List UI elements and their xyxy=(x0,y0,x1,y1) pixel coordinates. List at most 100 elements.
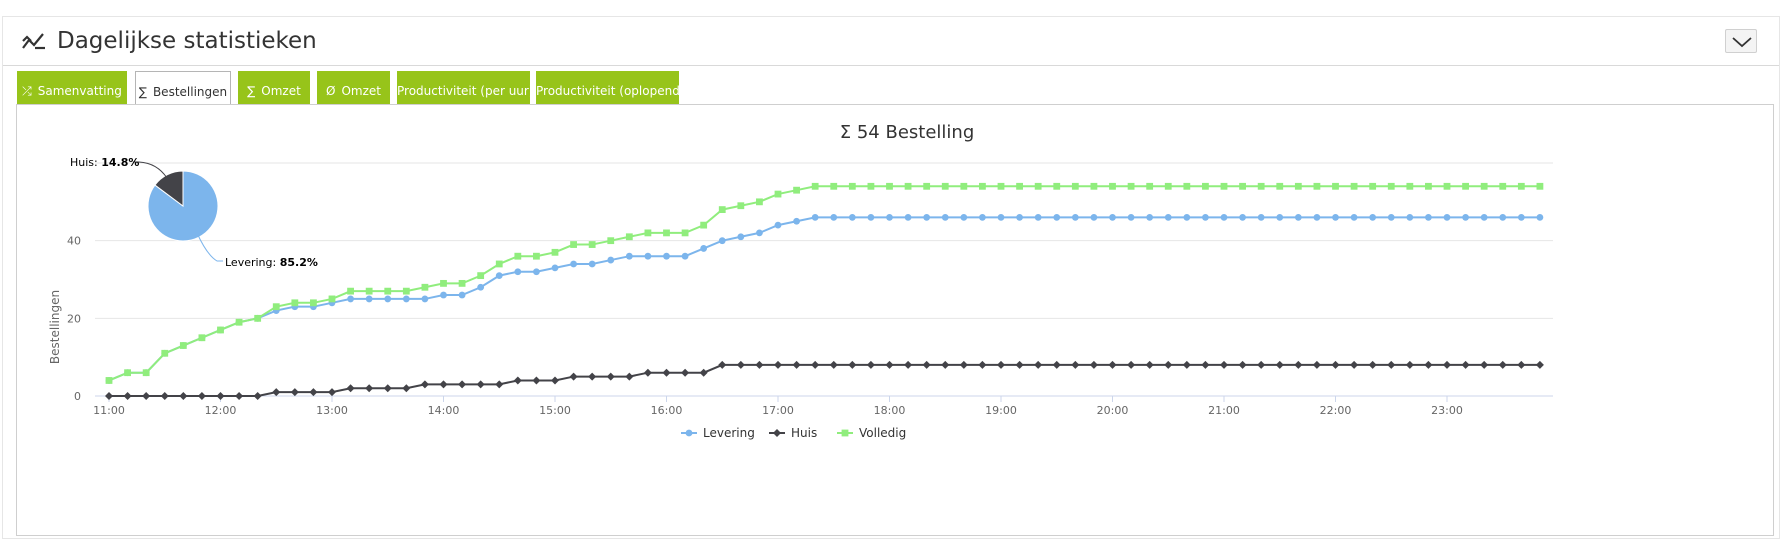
data-point[interactable] xyxy=(923,213,931,221)
data-point[interactable] xyxy=(848,182,856,190)
data-point[interactable] xyxy=(1220,182,1228,190)
data-point[interactable] xyxy=(793,186,800,194)
data-point[interactable] xyxy=(1332,213,1339,221)
data-point[interactable] xyxy=(997,182,1005,190)
data-point[interactable] xyxy=(1276,213,1284,221)
data-point[interactable] xyxy=(1350,182,1358,190)
data-point[interactable] xyxy=(1220,360,1228,369)
data-point[interactable] xyxy=(495,260,503,268)
data-point[interactable] xyxy=(365,287,373,295)
data-point[interactable] xyxy=(1220,213,1228,221)
data-point[interactable] xyxy=(514,268,522,276)
data-point[interactable] xyxy=(625,252,633,260)
data-point[interactable] xyxy=(960,213,968,221)
data-point[interactable] xyxy=(1053,213,1061,221)
data-point[interactable] xyxy=(476,380,485,389)
data-point[interactable] xyxy=(384,287,392,295)
data-point[interactable] xyxy=(1202,182,1209,190)
data-point[interactable] xyxy=(979,182,986,190)
data-point[interactable] xyxy=(941,213,949,221)
data-point[interactable] xyxy=(1127,213,1135,221)
data-point[interactable] xyxy=(383,384,392,393)
data-point[interactable] xyxy=(1425,182,1432,190)
data-point[interactable] xyxy=(1480,360,1489,369)
data-point[interactable] xyxy=(681,229,689,237)
data-point[interactable] xyxy=(792,360,801,369)
data-point[interactable] xyxy=(532,376,541,385)
data-point[interactable] xyxy=(179,392,188,400)
data-point[interactable] xyxy=(625,233,633,241)
data-point[interactable] xyxy=(1146,213,1154,221)
data-point[interactable] xyxy=(1257,213,1265,221)
data-point[interactable] xyxy=(1183,213,1191,221)
data-point[interactable] xyxy=(736,360,745,369)
data-point[interactable] xyxy=(179,342,187,349)
data-point[interactable] xyxy=(420,380,429,389)
data-point[interactable] xyxy=(1480,213,1488,221)
data-point[interactable] xyxy=(1089,360,1098,369)
data-point[interactable] xyxy=(1369,182,1377,190)
data-point[interactable] xyxy=(737,202,745,210)
collapse-button[interactable] xyxy=(1725,29,1757,53)
data-point[interactable] xyxy=(309,388,318,397)
data-point[interactable] xyxy=(458,279,466,287)
data-point[interactable] xyxy=(774,360,782,369)
data-point[interactable] xyxy=(867,182,875,190)
data-point[interactable] xyxy=(867,213,875,221)
data-point[interactable] xyxy=(978,360,987,369)
data-point[interactable] xyxy=(1015,360,1024,369)
legend-item-volledig[interactable]: Volledig xyxy=(837,426,906,440)
data-point[interactable] xyxy=(662,368,671,377)
data-point[interactable] xyxy=(1183,182,1191,190)
data-point[interactable] xyxy=(551,376,559,385)
data-point[interactable] xyxy=(123,392,132,400)
data-point[interactable] xyxy=(1405,360,1414,369)
data-point[interactable] xyxy=(105,377,113,384)
data-point[interactable] xyxy=(1535,360,1544,369)
data-point[interactable] xyxy=(811,182,819,190)
data-point[interactable] xyxy=(421,295,429,303)
data-point[interactable] xyxy=(700,221,708,229)
data-point[interactable] xyxy=(513,376,522,385)
data-point[interactable] xyxy=(1387,213,1395,221)
data-point[interactable] xyxy=(681,368,690,377)
data-point[interactable] xyxy=(253,392,262,400)
data-point[interactable] xyxy=(774,221,782,229)
data-point[interactable] xyxy=(533,252,540,260)
data-point[interactable] xyxy=(477,272,485,280)
data-point[interactable] xyxy=(495,380,504,389)
data-point[interactable] xyxy=(1517,213,1525,221)
data-point[interactable] xyxy=(922,360,931,369)
data-point[interactable] xyxy=(570,241,577,248)
data-point[interactable] xyxy=(365,295,373,303)
data-point[interactable] xyxy=(1480,182,1488,190)
data-point[interactable] xyxy=(904,182,912,190)
data-point[interactable] xyxy=(866,360,875,369)
legend-marker[interactable] xyxy=(841,429,849,437)
data-point[interactable] xyxy=(886,213,893,221)
data-point[interactable] xyxy=(1294,360,1303,369)
data-point[interactable] xyxy=(644,229,652,237)
data-point[interactable] xyxy=(1071,360,1080,369)
data-point[interactable] xyxy=(737,233,745,241)
data-point[interactable] xyxy=(1498,360,1507,369)
data-point[interactable] xyxy=(1109,213,1116,221)
data-point[interactable] xyxy=(272,388,281,397)
data-point[interactable] xyxy=(421,283,429,291)
data-point[interactable] xyxy=(588,260,596,268)
data-point[interactable] xyxy=(402,384,411,393)
data-point[interactable] xyxy=(1146,182,1154,190)
data-point[interactable] xyxy=(1145,360,1154,369)
data-point[interactable] xyxy=(904,360,913,369)
data-point[interactable] xyxy=(402,287,410,295)
data-point[interactable] xyxy=(1536,213,1544,221)
data-point[interactable] xyxy=(1182,360,1191,369)
data-point[interactable] xyxy=(1239,213,1246,221)
data-point[interactable] xyxy=(365,384,374,393)
data-point[interactable] xyxy=(959,360,968,369)
data-point[interactable] xyxy=(718,360,727,369)
data-point[interactable] xyxy=(941,360,950,369)
data-point[interactable] xyxy=(588,241,596,248)
data-point[interactable] xyxy=(1164,360,1173,369)
data-point[interactable] xyxy=(440,279,447,287)
